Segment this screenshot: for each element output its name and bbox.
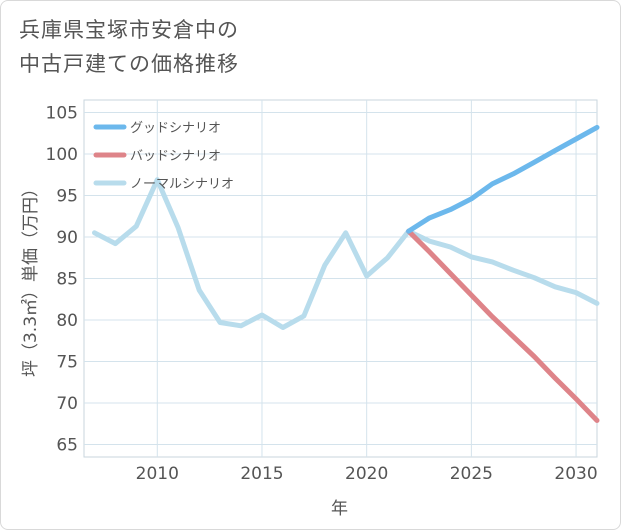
y-tick-label: 75	[56, 353, 78, 373]
y-tick-label: 105	[46, 103, 78, 123]
legend-label-3: ノーマルシナリオ	[130, 177, 234, 192]
x-tick-label: 2030	[554, 464, 597, 484]
x-tick-label: 2020	[345, 464, 388, 484]
y-tick-label: 100	[46, 145, 78, 165]
series-line-1	[406, 124, 600, 234]
y-axis-title: 坪（3.3㎡）単価（万円）	[21, 180, 41, 377]
y-tick-label: 95	[56, 186, 78, 206]
y-tick-label: 65	[56, 436, 78, 456]
chart-title: 兵庫県宝塚市安倉中の 中古戸建ての価格推移	[19, 13, 239, 81]
y-tick-label: 90	[56, 228, 78, 248]
chart-title-line-2: 中古戸建ての価格推移	[19, 52, 239, 76]
x-tick-label: 2015	[240, 464, 283, 484]
x-tick-label: 2010	[136, 464, 179, 484]
series-line-3	[92, 177, 600, 330]
legend-label-1: グッドシナリオ	[130, 121, 221, 136]
y-tick-label: 80	[56, 311, 78, 331]
chart-title-line-1: 兵庫県宝塚市安倉中の	[19, 18, 239, 42]
y-tick-label: 70	[56, 394, 78, 414]
x-axis-title: 年	[331, 499, 348, 519]
y-tick-label: 85	[56, 270, 78, 290]
legend-label-2: バッドシナリオ	[130, 149, 221, 164]
x-tick-label: 2025	[450, 464, 493, 484]
series-line-2	[406, 228, 600, 423]
